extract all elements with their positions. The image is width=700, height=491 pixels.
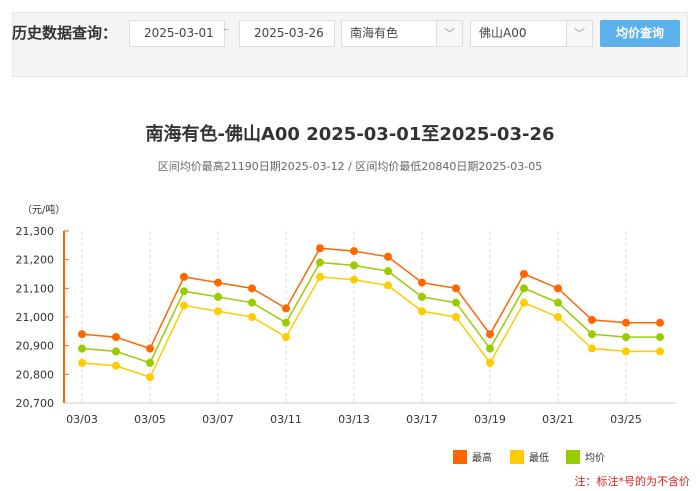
data-point: [588, 315, 596, 324]
data-point: [554, 298, 562, 307]
chevron-down-icon: ﹀: [566, 21, 592, 46]
data-point: [622, 347, 630, 356]
data-point: [656, 333, 664, 342]
data-point: [520, 298, 528, 307]
data-point: [248, 313, 256, 321]
legend-swatch: [453, 449, 467, 464]
data-point: [418, 278, 426, 287]
data-point: [486, 330, 494, 339]
data-point: [316, 272, 324, 281]
data-point: [282, 318, 290, 327]
x-tick-label: 03/19: [474, 413, 506, 426]
legend-label: 最低: [529, 453, 549, 464]
data-point: [588, 330, 596, 339]
market-select[interactable]: 南海有色 ﹀: [341, 20, 463, 47]
product-value: 佛山A00: [479, 26, 527, 40]
data-point: [418, 307, 426, 316]
start-date-input[interactable]: 2025-03-01: [129, 20, 225, 47]
data-point: [350, 247, 358, 256]
footnote: 注：标注*号的为不含价: [574, 475, 691, 488]
data-point: [554, 313, 562, 321]
data-point: [452, 313, 460, 321]
series-line-1: [81, 276, 660, 379]
y-tick-label: 21,100: [16, 282, 55, 295]
data-point: [180, 272, 188, 281]
data-point: [112, 333, 120, 342]
data-point: [656, 318, 664, 327]
data-point: [350, 275, 358, 284]
data-point: [486, 344, 494, 353]
data-point: [622, 318, 630, 327]
end-date-input[interactable]: 2025-03-26: [239, 20, 335, 47]
data-point: [78, 358, 86, 367]
chart-title: 南海有色-佛山A00 2025-03-01至2025-03-26: [145, 124, 555, 145]
y-axis-label: （元/吨）: [22, 203, 65, 216]
data-point: [78, 330, 86, 339]
chart-subtitle: 区间均价最高21190日期2025-03-12 / 区间均价最低20840日期2…: [157, 160, 543, 173]
series-line-2: [81, 261, 660, 364]
data-point: [248, 284, 256, 293]
y-tick-label: 21,300: [16, 225, 55, 238]
data-point: [146, 358, 154, 367]
y-tick-label: 20,700: [16, 397, 55, 410]
date-separator: –: [223, 22, 229, 36]
x-tick-label: 03/17: [406, 413, 438, 426]
x-tick-label: 03/13: [338, 413, 370, 426]
data-point: [146, 344, 154, 353]
y-tick-label: 20,800: [16, 368, 55, 381]
legend-swatch: [510, 449, 524, 464]
data-point: [316, 258, 324, 267]
chevron-down-icon: ﹀: [436, 21, 462, 46]
data-point: [78, 344, 86, 353]
y-tick-label: 20,900: [16, 340, 55, 353]
data-point: [622, 333, 630, 342]
query-label: 历史数据查询：: [12, 24, 118, 42]
y-tick-label: 21,200: [16, 254, 55, 267]
series-line-0: [81, 247, 660, 350]
data-point: [112, 347, 120, 356]
y-tick-label: 21,000: [16, 311, 55, 324]
data-point: [452, 298, 460, 307]
data-point: [248, 298, 256, 307]
data-point: [384, 252, 392, 261]
data-point: [112, 361, 120, 370]
data-point: [350, 261, 358, 270]
data-point: [384, 281, 392, 290]
data-point: [418, 292, 426, 301]
legend-label: 均价: [585, 453, 605, 464]
data-point: [554, 284, 562, 293]
x-tick-label: 03/21: [542, 413, 574, 426]
data-point: [180, 301, 188, 310]
data-point: [520, 284, 528, 293]
x-tick-label: 03/25: [610, 413, 642, 426]
data-point: [452, 284, 460, 293]
x-tick-label: 03/03: [66, 413, 98, 426]
legend-label: 最高: [472, 453, 492, 464]
legend-swatch: [566, 449, 580, 464]
data-point: [282, 333, 290, 342]
data-point: [384, 267, 392, 276]
market-value: 南海有色: [350, 26, 399, 40]
x-tick-label: 03/05: [134, 413, 166, 426]
legend-item-low[interactable]: 最低: [510, 449, 549, 464]
data-point: [588, 344, 596, 353]
data-point: [520, 270, 528, 278]
x-tick-label: 03/07: [202, 413, 234, 426]
average-price-query-button[interactable]: 均价查询: [600, 20, 680, 47]
data-point: [146, 373, 154, 382]
product-select[interactable]: 佛山A00 ﹀: [470, 20, 593, 47]
legend-item-avg[interactable]: 均价: [566, 449, 605, 464]
legend-item-high[interactable]: 最高: [453, 449, 492, 464]
x-tick-label: 03/11: [270, 413, 302, 426]
data-point: [214, 307, 222, 316]
data-point: [214, 292, 222, 301]
data-point: [180, 287, 188, 296]
data-point: [486, 358, 494, 367]
data-point: [282, 304, 290, 313]
data-point: [316, 244, 324, 253]
data-point: [214, 278, 222, 287]
data-point: [656, 347, 664, 356]
